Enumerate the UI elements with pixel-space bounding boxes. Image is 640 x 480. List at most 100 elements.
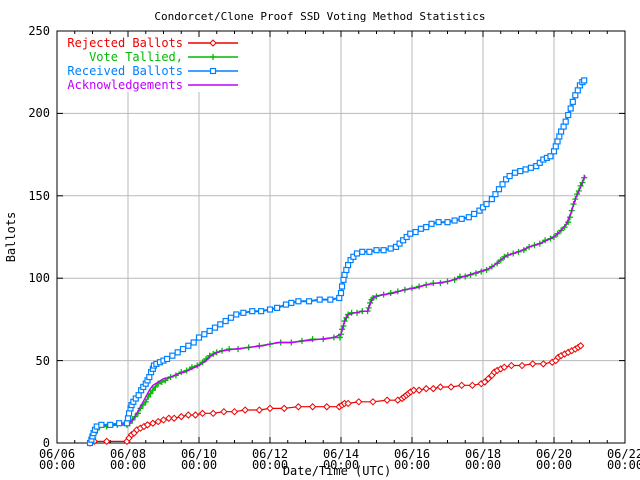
data-point-square [400, 237, 407, 244]
data-point-square [417, 225, 424, 232]
data-point-square [567, 105, 574, 112]
data-point-diamond [170, 414, 178, 422]
x-axis-label: Date/Time (UTC) [282, 464, 392, 478]
data-point-square [373, 247, 380, 254]
series-tallied-line [90, 176, 585, 444]
data-point-diamond [159, 416, 168, 424]
data-point-square [169, 352, 176, 359]
data-point-square [581, 77, 588, 84]
data-point-square [337, 289, 345, 297]
data-point-diamond [436, 383, 445, 391]
data-point-square [536, 159, 543, 166]
data-point-diamond [280, 404, 288, 413]
data-point-diamond [230, 407, 239, 416]
data-point-square [316, 296, 323, 303]
data-point-square [396, 240, 403, 247]
data-point-square [209, 67, 217, 75]
data-point-square [444, 219, 451, 226]
data-point-diamond [294, 403, 303, 411]
x-tick-label: 06/06 00:00 [38, 447, 76, 472]
data-point-diamond [191, 411, 200, 419]
data-point-square [201, 331, 208, 338]
data-point-diamond [323, 403, 331, 411]
data-point-square [217, 321, 224, 328]
data-point-diamond [457, 381, 466, 390]
data-point-diamond [154, 417, 162, 426]
data-point-square [206, 327, 213, 335]
data-point-square [124, 415, 132, 422]
data-point-square [336, 294, 343, 302]
data-point-square [305, 298, 313, 305]
data-point-square [185, 342, 192, 349]
data-point-square [392, 243, 400, 250]
data-point-diamond [255, 406, 264, 414]
data-point-square [240, 309, 247, 316]
data-point-diamond [539, 360, 548, 368]
data-point-diamond [149, 419, 157, 427]
data-point-square [499, 181, 506, 188]
data-point-square [380, 247, 387, 254]
data-point-square [179, 345, 187, 353]
legend-label-acks: Acknowledgements [67, 78, 183, 92]
x-tick-label: 06/18 00:00 [464, 447, 502, 472]
data-point-square [495, 186, 503, 193]
data-point-plus [152, 383, 159, 390]
data-point-square [458, 215, 465, 222]
data-point-square [350, 253, 357, 260]
data-point-square [387, 245, 394, 252]
y-tick-label: 250 [28, 24, 50, 38]
data-point-square [98, 421, 105, 428]
legend-label-received: Received Ballots [67, 64, 183, 78]
y-tick-label: 50 [35, 353, 50, 368]
data-point-square [116, 420, 123, 427]
data-point-diamond [415, 386, 423, 394]
data-point-diamond [576, 342, 585, 350]
data-point-square [135, 392, 142, 399]
data-point-square [557, 128, 565, 135]
chart-title: Condorcet/Clone Proof SSD Voting Method … [154, 10, 486, 23]
data-point-diamond [500, 363, 509, 371]
data-point-plus [336, 334, 343, 341]
data-point-square [492, 191, 499, 198]
data-point-square [403, 233, 410, 241]
data-point-square [556, 133, 563, 140]
data-point-square [547, 153, 554, 160]
data-point-square [471, 210, 478, 218]
data-point-square [249, 308, 256, 315]
data-point-square [476, 207, 483, 214]
x-tick-label: 06/10 00:00 [180, 447, 218, 472]
data-point-diamond [266, 404, 274, 413]
data-point-square [274, 304, 281, 311]
data-point-square [574, 87, 581, 94]
data-point-square [527, 164, 535, 171]
data-point-square [502, 176, 510, 183]
data-point-square [123, 420, 131, 427]
data-point-diamond [481, 378, 489, 386]
data-point-square [282, 301, 290, 308]
data-point-square [366, 248, 373, 255]
x-tick-label: 06/14 00:00 [322, 447, 360, 472]
data-point-diamond [429, 384, 438, 393]
data-point-diamond [143, 421, 152, 429]
data-point-diamond [369, 398, 377, 406]
data-point-square [412, 228, 419, 236]
data-point-square [560, 123, 567, 130]
data-point-square [338, 283, 346, 290]
data-point-square [506, 172, 513, 180]
data-point-diamond [241, 406, 249, 414]
data-point-square [428, 220, 435, 227]
data-point-square [211, 324, 219, 331]
data-point-square [565, 111, 572, 119]
x-tick-label: 06/16 00:00 [393, 447, 431, 472]
data-point-plus [147, 390, 154, 397]
data-point-square [295, 298, 302, 305]
data-point-square [533, 163, 540, 170]
data-point-square [569, 98, 576, 105]
data-point-diamond [209, 39, 217, 47]
data-point-diamond [102, 437, 111, 446]
data-point-square [483, 200, 490, 208]
x-tick-label: 06/22 00:00 [606, 447, 640, 472]
data-point-square [423, 224, 430, 231]
